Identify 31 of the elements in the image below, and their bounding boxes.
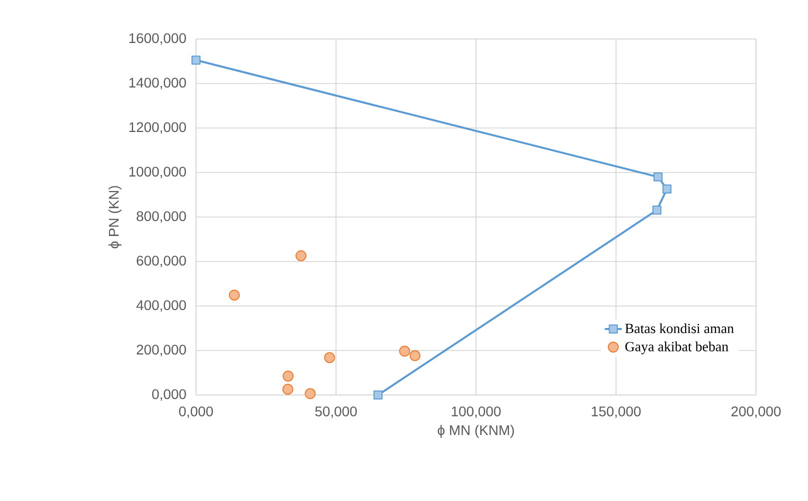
point xyxy=(304,388,316,400)
y-tick-label: 1400,000 xyxy=(129,78,186,90)
point xyxy=(228,290,240,301)
point xyxy=(282,384,294,395)
legend-label: Gaya akibat beban xyxy=(625,342,728,354)
x-tick-label: 100,000 xyxy=(452,406,501,418)
y-tick-label: 800,000 xyxy=(136,211,186,223)
point xyxy=(662,184,672,194)
y-tick-label: 600,000 xyxy=(136,256,186,268)
point xyxy=(324,352,336,364)
point xyxy=(654,172,662,182)
y-tick-label: 400,000 xyxy=(136,300,186,312)
point xyxy=(374,390,382,400)
y-tick-label: 0,000 xyxy=(152,389,186,401)
y-tick-label: 1200,000 xyxy=(129,122,186,134)
y-tick-label: 1600,000 xyxy=(129,33,186,45)
x-axis-title: ϕ MN (KNM) xyxy=(438,424,514,438)
x-tick-label: 50,000 xyxy=(315,406,357,418)
point xyxy=(652,206,662,215)
point xyxy=(296,250,306,262)
point xyxy=(192,56,200,65)
point xyxy=(282,370,294,382)
legend-label: Batas kondisi aman xyxy=(625,323,734,334)
y-tick-label: 200,000 xyxy=(136,344,186,356)
point xyxy=(399,346,410,357)
y-tick-label: 1000,000 xyxy=(129,166,186,178)
y-axis-title: ϕ PN (KN) xyxy=(108,186,122,248)
x-tick-label: 200,000 xyxy=(732,406,781,418)
x-tick-label: 0,000 xyxy=(179,406,213,418)
x-tick-label: 150,000 xyxy=(592,406,641,418)
point xyxy=(409,350,420,362)
